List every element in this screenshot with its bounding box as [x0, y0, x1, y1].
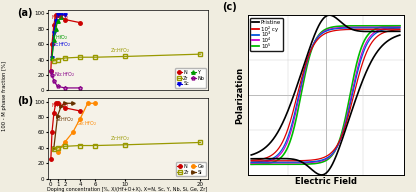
Text: N:HfO$_2$: N:HfO$_2$ — [51, 14, 69, 22]
Text: 100 - M phase fraction [%]: 100 - M phase fraction [%] — [2, 61, 7, 131]
Legend: N, Zr, Ge, Si: N, Zr, Ge, Si — [176, 162, 206, 176]
Text: (b): (b) — [17, 96, 34, 106]
Text: Zr:HfO$_2$: Zr:HfO$_2$ — [110, 46, 130, 55]
Legend: Pristine, 10² cy, 10³, 10⁴, 10⁵: Pristine, 10² cy, 10³, 10⁴, 10⁵ — [250, 18, 283, 51]
Text: Sc:HfO$_2$: Sc:HfO$_2$ — [51, 41, 72, 49]
Text: N:HfO$_2$: N:HfO$_2$ — [51, 101, 69, 110]
Y-axis label: Polarization: Polarization — [236, 66, 245, 124]
X-axis label: Electric Field: Electric Field — [295, 177, 357, 186]
Text: Nb:HfO$_2$: Nb:HfO$_2$ — [54, 70, 75, 79]
Text: Y:HfO$_2$: Y:HfO$_2$ — [51, 33, 69, 42]
Text: Ge:HfO$_2$: Ge:HfO$_2$ — [77, 119, 98, 128]
Text: Doping concentration [%, X/(Hf+O+X), X=N, Sc, Y, Nb, Si, Ge, Zr]: Doping concentration [%, X/(Hf+O+X), X=N… — [47, 187, 207, 192]
Legend: N, Zr, Sc, Y, Nb: N, Zr, Sc, Y, Nb — [176, 68, 206, 88]
Text: (c): (c) — [223, 2, 237, 12]
Text: Zr:HfO$_2$: Zr:HfO$_2$ — [110, 134, 130, 143]
Text: Si:HfO$_2$: Si:HfO$_2$ — [54, 115, 74, 124]
Text: (a): (a) — [17, 8, 33, 18]
